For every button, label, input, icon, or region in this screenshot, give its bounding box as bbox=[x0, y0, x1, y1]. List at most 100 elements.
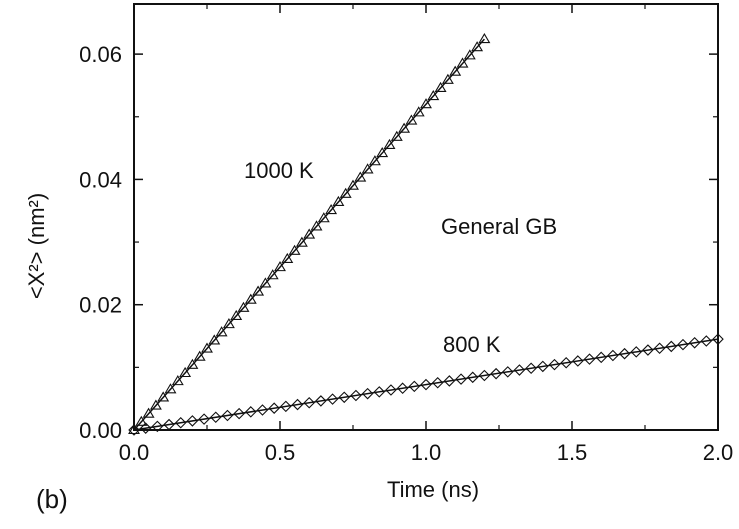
y-tick-label: 0.06 bbox=[79, 42, 122, 67]
data-point-triangle bbox=[390, 130, 403, 141]
data-point-triangle bbox=[325, 204, 338, 215]
data-point-triangle bbox=[339, 187, 352, 198]
data-point-triangle bbox=[354, 171, 367, 182]
data-point-diamond bbox=[221, 409, 234, 422]
data-point-triangle bbox=[208, 334, 221, 345]
data-point-triangle bbox=[281, 252, 294, 264]
data-point-triangle bbox=[142, 407, 155, 418]
data-point-diamond bbox=[572, 355, 584, 367]
x-tick-label: 2.0 bbox=[703, 440, 734, 465]
data-point-diamond bbox=[525, 362, 537, 375]
data-point-triangle bbox=[347, 179, 359, 190]
data-point-diamond bbox=[291, 398, 304, 411]
data-point-diamond bbox=[385, 384, 397, 396]
data-point-diamond bbox=[338, 391, 351, 404]
data-point-triangle bbox=[405, 114, 418, 125]
data-point-diamond bbox=[198, 413, 210, 425]
data-point-diamond bbox=[607, 349, 619, 362]
data-point-diamond bbox=[245, 406, 257, 418]
x-tick-label: 0.5 bbox=[265, 440, 296, 465]
data-point-triangle bbox=[244, 293, 257, 304]
data-point-diamond bbox=[151, 420, 164, 433]
y-tick-label: 0.02 bbox=[79, 293, 122, 318]
data-point-triangle bbox=[412, 106, 425, 117]
data-point-triangle bbox=[266, 269, 279, 280]
data-point-triangle bbox=[179, 366, 192, 378]
data-point-diamond bbox=[174, 416, 187, 429]
data-point-diamond bbox=[642, 344, 654, 356]
data-point-triangle bbox=[303, 228, 316, 239]
annotation-1000k: 1000 K bbox=[244, 158, 314, 183]
data-point-diamond bbox=[396, 382, 409, 394]
data-point-triangle bbox=[368, 155, 381, 166]
y-tick-label: 0.04 bbox=[79, 167, 122, 192]
data-point-diamond bbox=[677, 338, 689, 351]
x-tick-label: 0.0 bbox=[119, 440, 150, 465]
panel-label: (b) bbox=[36, 484, 68, 514]
data-point-diamond bbox=[712, 333, 724, 345]
data-point-diamond bbox=[431, 376, 444, 389]
data-point-diamond bbox=[583, 353, 596, 365]
tick-labels: 0.0 0.5 1.0 1.5 2.0 0.00 0.02 0.04 0.06 bbox=[79, 42, 733, 465]
series-1 bbox=[128, 32, 491, 435]
data-point-triangle bbox=[288, 244, 301, 255]
data-point-triangle bbox=[463, 49, 476, 60]
data-point-diamond bbox=[560, 357, 572, 369]
data-point-diamond bbox=[361, 387, 374, 400]
data-point-diamond bbox=[595, 351, 607, 364]
data-point-triangle bbox=[449, 65, 462, 76]
data-point-diamond bbox=[209, 411, 222, 424]
ticks bbox=[133, 4, 719, 431]
data-point-diamond bbox=[548, 358, 561, 371]
data-point-diamond bbox=[350, 389, 362, 402]
annotation-800k: 800 K bbox=[443, 332, 501, 357]
data-point-triangle bbox=[383, 138, 396, 150]
y-axis-title: <X²> (nm²) bbox=[24, 193, 49, 299]
data-point-triangle bbox=[420, 98, 432, 109]
data-point-diamond bbox=[466, 371, 479, 384]
data-point-diamond bbox=[326, 393, 339, 405]
data-point-triangle bbox=[274, 261, 286, 272]
series-layer bbox=[128, 32, 724, 436]
data-point-diamond bbox=[537, 360, 549, 373]
data-point-triangle bbox=[317, 212, 330, 223]
data-point-diamond bbox=[163, 418, 175, 431]
data-point-diamond bbox=[303, 396, 315, 409]
data-point-diamond bbox=[186, 415, 199, 427]
data-point-triangle bbox=[434, 81, 447, 92]
data-point-triangle bbox=[193, 350, 206, 361]
data-point-diamond bbox=[501, 366, 514, 378]
data-point-triangle bbox=[310, 220, 323, 231]
data-point-triangle bbox=[164, 383, 177, 394]
data-point-diamond bbox=[420, 378, 432, 391]
data-point-triangle bbox=[252, 285, 265, 296]
data-point-diamond bbox=[478, 369, 491, 382]
data-point-triangle bbox=[361, 163, 374, 174]
data-point-diamond bbox=[618, 347, 631, 360]
data-point-diamond bbox=[630, 346, 643, 358]
data-point-triangle bbox=[201, 342, 213, 353]
data-point-triangle bbox=[222, 318, 235, 329]
data-point-triangle bbox=[230, 309, 243, 321]
data-point-triangle bbox=[135, 415, 148, 426]
data-point-triangle bbox=[186, 358, 199, 369]
data-point-triangle bbox=[441, 73, 454, 84]
data-point-triangle bbox=[478, 32, 491, 44]
data-point-diamond bbox=[315, 395, 327, 407]
data-point-triangle bbox=[259, 277, 272, 288]
data-point-triangle bbox=[376, 147, 389, 158]
data-point-diamond bbox=[268, 402, 280, 414]
data-point-diamond bbox=[455, 373, 467, 385]
data-point-triangle bbox=[237, 301, 250, 312]
data-point-diamond bbox=[373, 386, 386, 398]
series-fit-line bbox=[133, 338, 719, 431]
plot-frame bbox=[133, 3, 719, 431]
data-point-diamond bbox=[280, 400, 292, 413]
x-axis-title: Time (ns) bbox=[387, 477, 479, 502]
data-point-diamond bbox=[408, 380, 421, 393]
data-point-diamond bbox=[490, 367, 502, 380]
data-point-triangle bbox=[295, 236, 308, 247]
data-point-diamond bbox=[233, 407, 245, 420]
x-tick-label: 1.5 bbox=[557, 440, 588, 465]
data-point-diamond bbox=[256, 404, 269, 416]
